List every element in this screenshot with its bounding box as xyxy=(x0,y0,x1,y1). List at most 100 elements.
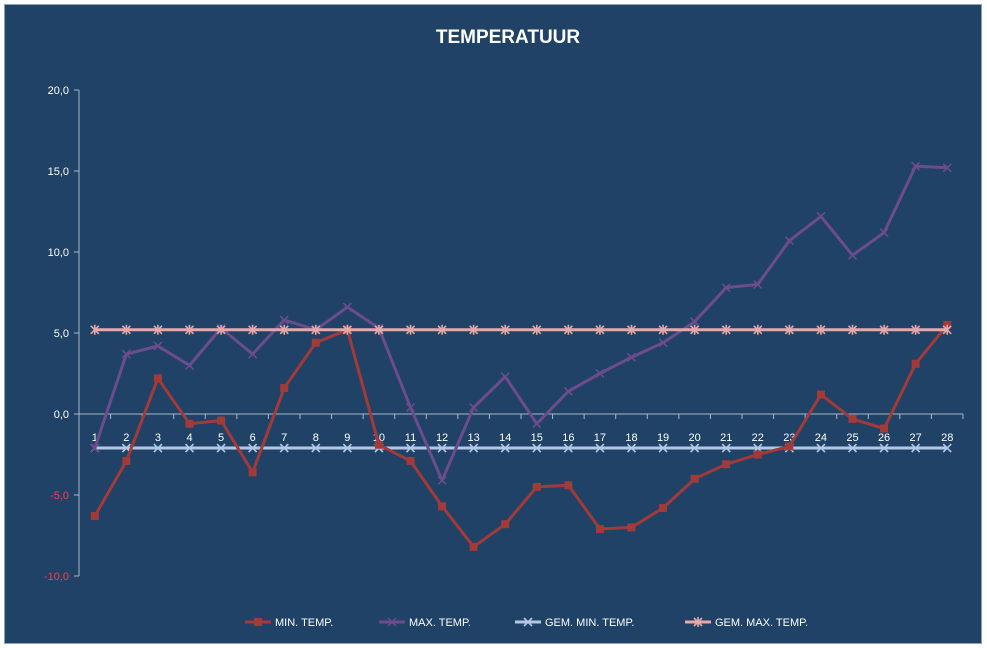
x-tick-label: 15 xyxy=(531,432,543,444)
data-point xyxy=(753,450,762,459)
data-point xyxy=(342,443,352,453)
data-point xyxy=(279,315,289,325)
data-point xyxy=(405,443,416,453)
x-tick-label: 11 xyxy=(405,432,416,444)
data-point xyxy=(90,443,100,453)
x-tick-label: 4 xyxy=(186,432,192,444)
legend-swatch-marker xyxy=(523,617,533,627)
data-point xyxy=(911,359,920,368)
data-point xyxy=(942,324,952,335)
x-tick-label: 5 xyxy=(218,432,224,444)
data-point xyxy=(816,324,826,335)
x-tick-label: 26 xyxy=(878,432,890,444)
data-point xyxy=(563,386,573,396)
data-point xyxy=(469,324,479,335)
data-point xyxy=(753,324,763,335)
x-tick-label: 6 xyxy=(250,432,256,444)
y-tick-label: 10,0 xyxy=(48,247,69,259)
legend-label: GEM. MAX. TEMP. xyxy=(715,617,808,629)
data-point xyxy=(784,236,794,246)
chart-area: TEMPERATUUR 20,0 15,0 10,0 5,0 0,0 -5,0 -10,0 1… xyxy=(4,4,982,644)
chart-title: TEMPERATUUR xyxy=(436,27,581,48)
series-gem-min-temp xyxy=(90,443,952,453)
x-tick-label: 19 xyxy=(657,432,669,444)
data-point xyxy=(217,416,226,425)
data-point xyxy=(626,443,637,453)
data-point xyxy=(595,324,605,335)
data-point xyxy=(437,475,447,485)
data-point xyxy=(942,163,952,173)
data-point xyxy=(690,443,700,453)
legend-entry: MIN. TEMP. xyxy=(245,617,333,629)
data-point xyxy=(753,279,763,289)
data-point xyxy=(153,341,163,351)
data-point xyxy=(880,424,889,433)
data-point xyxy=(500,372,510,382)
y-tick-label: 20,0 xyxy=(48,85,69,97)
x-tick-label: 13 xyxy=(468,432,480,444)
data-point xyxy=(690,324,700,335)
data-point xyxy=(847,443,858,453)
data-point xyxy=(595,525,604,534)
data-point xyxy=(405,402,416,413)
legend-swatch-marker xyxy=(254,618,262,626)
data-point xyxy=(564,481,573,490)
data-point xyxy=(911,324,921,335)
x-tick-label: 9 xyxy=(344,432,350,444)
data-point xyxy=(626,324,637,335)
legend-label: GEM. MIN. TEMP. xyxy=(545,617,634,629)
data-point xyxy=(184,360,195,370)
legend-entry: GEM. MAX. TEMP. xyxy=(685,617,808,629)
data-point xyxy=(469,402,479,413)
data-point xyxy=(122,456,131,465)
data-point xyxy=(248,443,258,453)
legend-entry: MAX. TEMP. xyxy=(379,617,471,629)
data-point xyxy=(216,324,226,335)
x-tick-label: 22 xyxy=(752,432,764,444)
data-point xyxy=(153,374,162,383)
y-tick-label: 15,0 xyxy=(48,166,69,178)
data-point xyxy=(879,227,889,238)
data-point xyxy=(532,443,542,453)
data-point xyxy=(721,324,731,335)
data-point xyxy=(847,324,858,335)
data-point xyxy=(563,443,573,453)
x-tick-label: 2 xyxy=(123,432,129,444)
temperature-chart: TEMPERATUUR 20,0 15,0 10,0 5,0 0,0 -5,0 -10,0 1… xyxy=(44,27,964,629)
data-point xyxy=(469,443,479,453)
data-point xyxy=(816,443,826,453)
x-tick-label: 20 xyxy=(689,432,701,444)
data-point xyxy=(721,283,731,293)
x-tick-label: 8 xyxy=(313,432,319,444)
data-point xyxy=(153,443,163,453)
data-point xyxy=(879,324,889,335)
data-point xyxy=(185,419,194,428)
x-tick-label: 17 xyxy=(594,432,606,444)
data-point xyxy=(279,443,289,453)
data-point xyxy=(563,324,573,335)
series-gem-max-temp xyxy=(90,324,952,335)
chart-legend: MIN. TEMP. MAX. TEMP. GEM. MIN. TEMP. GEM. … xyxy=(245,617,808,629)
data-point xyxy=(437,443,447,453)
data-point xyxy=(942,443,952,453)
data-point xyxy=(121,324,131,335)
x-tick-label: 18 xyxy=(625,432,637,444)
y-tick-label: -10,0 xyxy=(44,571,69,583)
data-point xyxy=(184,324,195,335)
x-tick-label: 16 xyxy=(562,432,574,444)
legend-swatch-marker xyxy=(387,617,397,627)
data-point xyxy=(216,443,226,453)
data-point xyxy=(785,442,794,451)
data-point xyxy=(627,523,636,532)
data-point xyxy=(438,502,447,511)
data-point xyxy=(311,338,320,347)
data-point xyxy=(280,384,289,393)
series-line xyxy=(93,323,949,549)
x-tick-label: 28 xyxy=(941,432,953,444)
data-point xyxy=(500,324,510,335)
chart-axes: 20,015,010,05,00,0-5,0-10,01 2 3 4 5 6 7 8 9 10 11… xyxy=(44,85,964,583)
data-point xyxy=(911,161,921,171)
data-point xyxy=(248,324,258,335)
x-tick-label: 3 xyxy=(155,432,161,444)
data-point xyxy=(90,512,99,521)
